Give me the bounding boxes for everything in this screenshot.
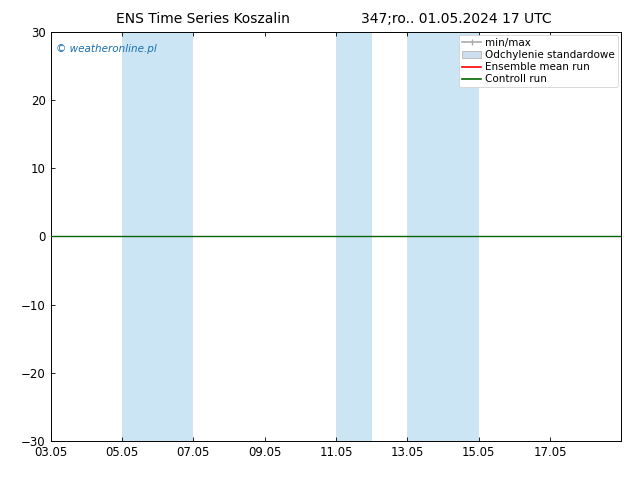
Text: ENS Time Series Koszalin: ENS Time Series Koszalin <box>116 12 290 26</box>
Bar <box>407 32 479 441</box>
Bar <box>122 32 193 441</box>
Legend: min/max, Odchylenie standardowe, Ensemble mean run, Controll run: min/max, Odchylenie standardowe, Ensembl… <box>459 35 618 88</box>
Text: 347;ro.. 01.05.2024 17 UTC: 347;ro.. 01.05.2024 17 UTC <box>361 12 552 26</box>
Text: © weatheronline.pl: © weatheronline.pl <box>56 44 157 54</box>
Bar <box>336 32 372 441</box>
